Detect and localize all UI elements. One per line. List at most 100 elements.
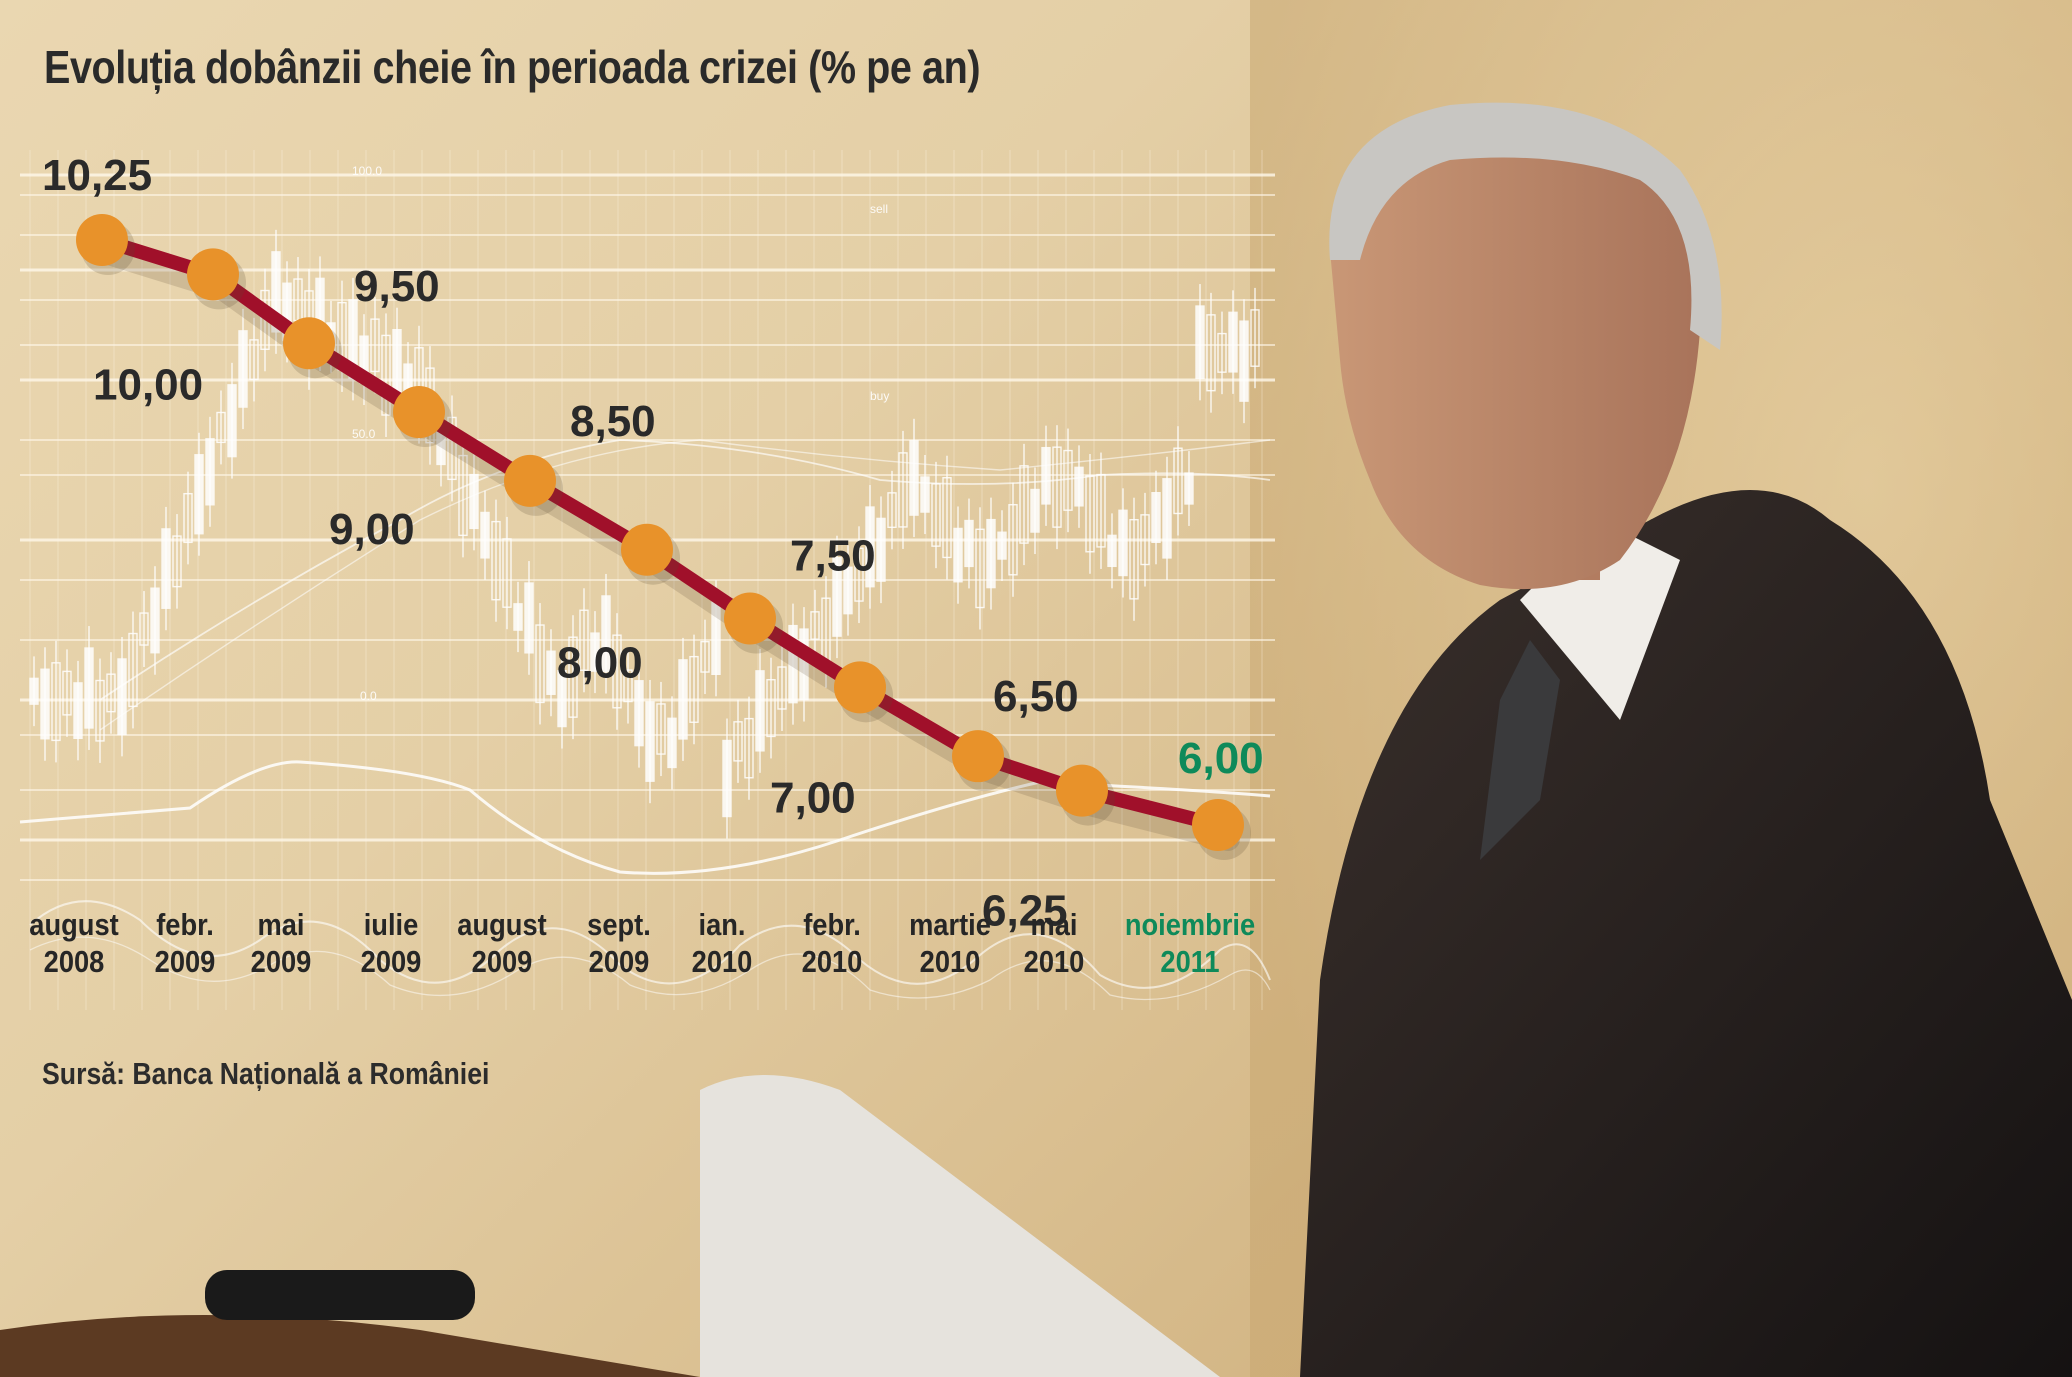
candle-body [194, 454, 204, 535]
candle-body [392, 329, 402, 394]
data-point [724, 592, 776, 645]
moving-average-curve-b [99, 439, 1271, 731]
candle-body [139, 612, 149, 646]
bottom-oscillator-a [29, 900, 1271, 989]
candle-body [865, 506, 875, 588]
candle-body [73, 682, 83, 740]
candle-body [612, 634, 622, 709]
candle-body [491, 520, 501, 601]
x-tick-month: martie [909, 908, 991, 942]
candle-body [524, 582, 534, 654]
candle-body [645, 701, 655, 782]
candle-body [898, 452, 908, 528]
candle-body [447, 416, 457, 481]
x-tick-year: 2011 [1160, 945, 1219, 979]
candle-body [161, 528, 171, 609]
candle-body [1206, 314, 1216, 392]
candle-body [810, 611, 820, 640]
x-tick-month: febr. [803, 908, 861, 942]
candle-body [95, 679, 105, 742]
data-label: 6,00 [1178, 734, 1264, 783]
candle-body [381, 334, 391, 416]
bottom-oscillator-b [29, 936, 1271, 1001]
candle-body [722, 739, 732, 818]
data-label: 8,50 [570, 397, 656, 446]
x-tick-year: 2010 [920, 945, 981, 979]
candle-body [1162, 478, 1172, 559]
x-tick-month: noiembrie [1125, 908, 1255, 942]
data-point [1056, 764, 1108, 817]
x-tick-month: august [29, 908, 119, 942]
candle-body [623, 669, 633, 703]
candle-body [183, 492, 193, 544]
moving-average-curve-a [99, 439, 1271, 701]
candle-body [953, 527, 963, 583]
candle-body [1041, 446, 1051, 505]
candle-body [128, 632, 138, 708]
candle-body [117, 658, 127, 736]
candle-body [238, 330, 248, 408]
rate-series: 10,25 10,00 9,50 9,00 8,50 8,00 7,50 7,00 6,50 6,… [42, 151, 1264, 936]
candle-body [1250, 309, 1260, 367]
candle-body [150, 587, 160, 654]
x-tick-year: 2009 [361, 945, 422, 979]
candle-body [172, 535, 182, 588]
data-point [393, 386, 445, 439]
candle-body [227, 384, 237, 458]
chart-title: Evoluția dobânzii cheie în perioada criz… [44, 41, 981, 93]
data-point [283, 317, 335, 370]
candle-body [601, 595, 611, 673]
candle-body [678, 659, 688, 740]
candle-body [656, 703, 666, 755]
candle-body [40, 668, 50, 740]
data-label: 9,50 [354, 262, 440, 311]
candle-body [590, 632, 600, 672]
source-note: Sursă: Banca Națională a României [42, 1056, 490, 1091]
data-point [834, 661, 886, 714]
candle-body [876, 517, 886, 582]
data-label: 7,00 [770, 773, 856, 822]
x-tick-year: 2009 [589, 945, 650, 979]
candle-body [469, 473, 479, 530]
x-tick-year: 2009 [251, 945, 312, 979]
x-tick-year: 2009 [472, 945, 533, 979]
candle-body [546, 650, 556, 695]
candle-body [1195, 305, 1205, 380]
candle-body [667, 717, 677, 769]
candle-body [1151, 492, 1161, 543]
candle-body [997, 531, 1007, 560]
candle-body [700, 640, 710, 673]
background-label: 50.0 [352, 427, 376, 441]
x-tick-month: iulie [364, 908, 419, 942]
background-labels: 100.0 sell buy 50.0 0.0 [352, 164, 889, 703]
candle-body [909, 440, 919, 516]
candle-body [1239, 320, 1249, 402]
candle-body [502, 538, 512, 608]
x-tick-month: ian. [699, 908, 746, 942]
background-label: buy [870, 389, 889, 403]
x-tick-year: 2010 [802, 945, 863, 979]
x-tick-year: 2009 [155, 945, 216, 979]
candle-body [832, 557, 842, 637]
x-tick-month: august [457, 908, 547, 942]
x-tick-month: mai [258, 908, 305, 942]
data-point [187, 248, 239, 301]
data-label: 6,50 [993, 672, 1079, 721]
candle-body [843, 566, 853, 615]
x-tick-month: febr. [156, 908, 214, 942]
candle-body [557, 670, 567, 728]
data-point [952, 730, 1004, 783]
candle-body [1118, 509, 1128, 577]
candle-body [1228, 311, 1238, 373]
background-candlesticks [29, 229, 1260, 839]
candle-body [370, 318, 380, 373]
candle-body [1129, 518, 1139, 600]
candle-body [579, 609, 589, 671]
x-axis: august2008febr.2009mai2009iulie2009augus… [29, 908, 1255, 979]
candle-body [755, 670, 765, 752]
candle-body [920, 476, 930, 513]
candle-body [513, 603, 523, 631]
candle-body [271, 251, 281, 333]
candle-body [733, 721, 743, 762]
